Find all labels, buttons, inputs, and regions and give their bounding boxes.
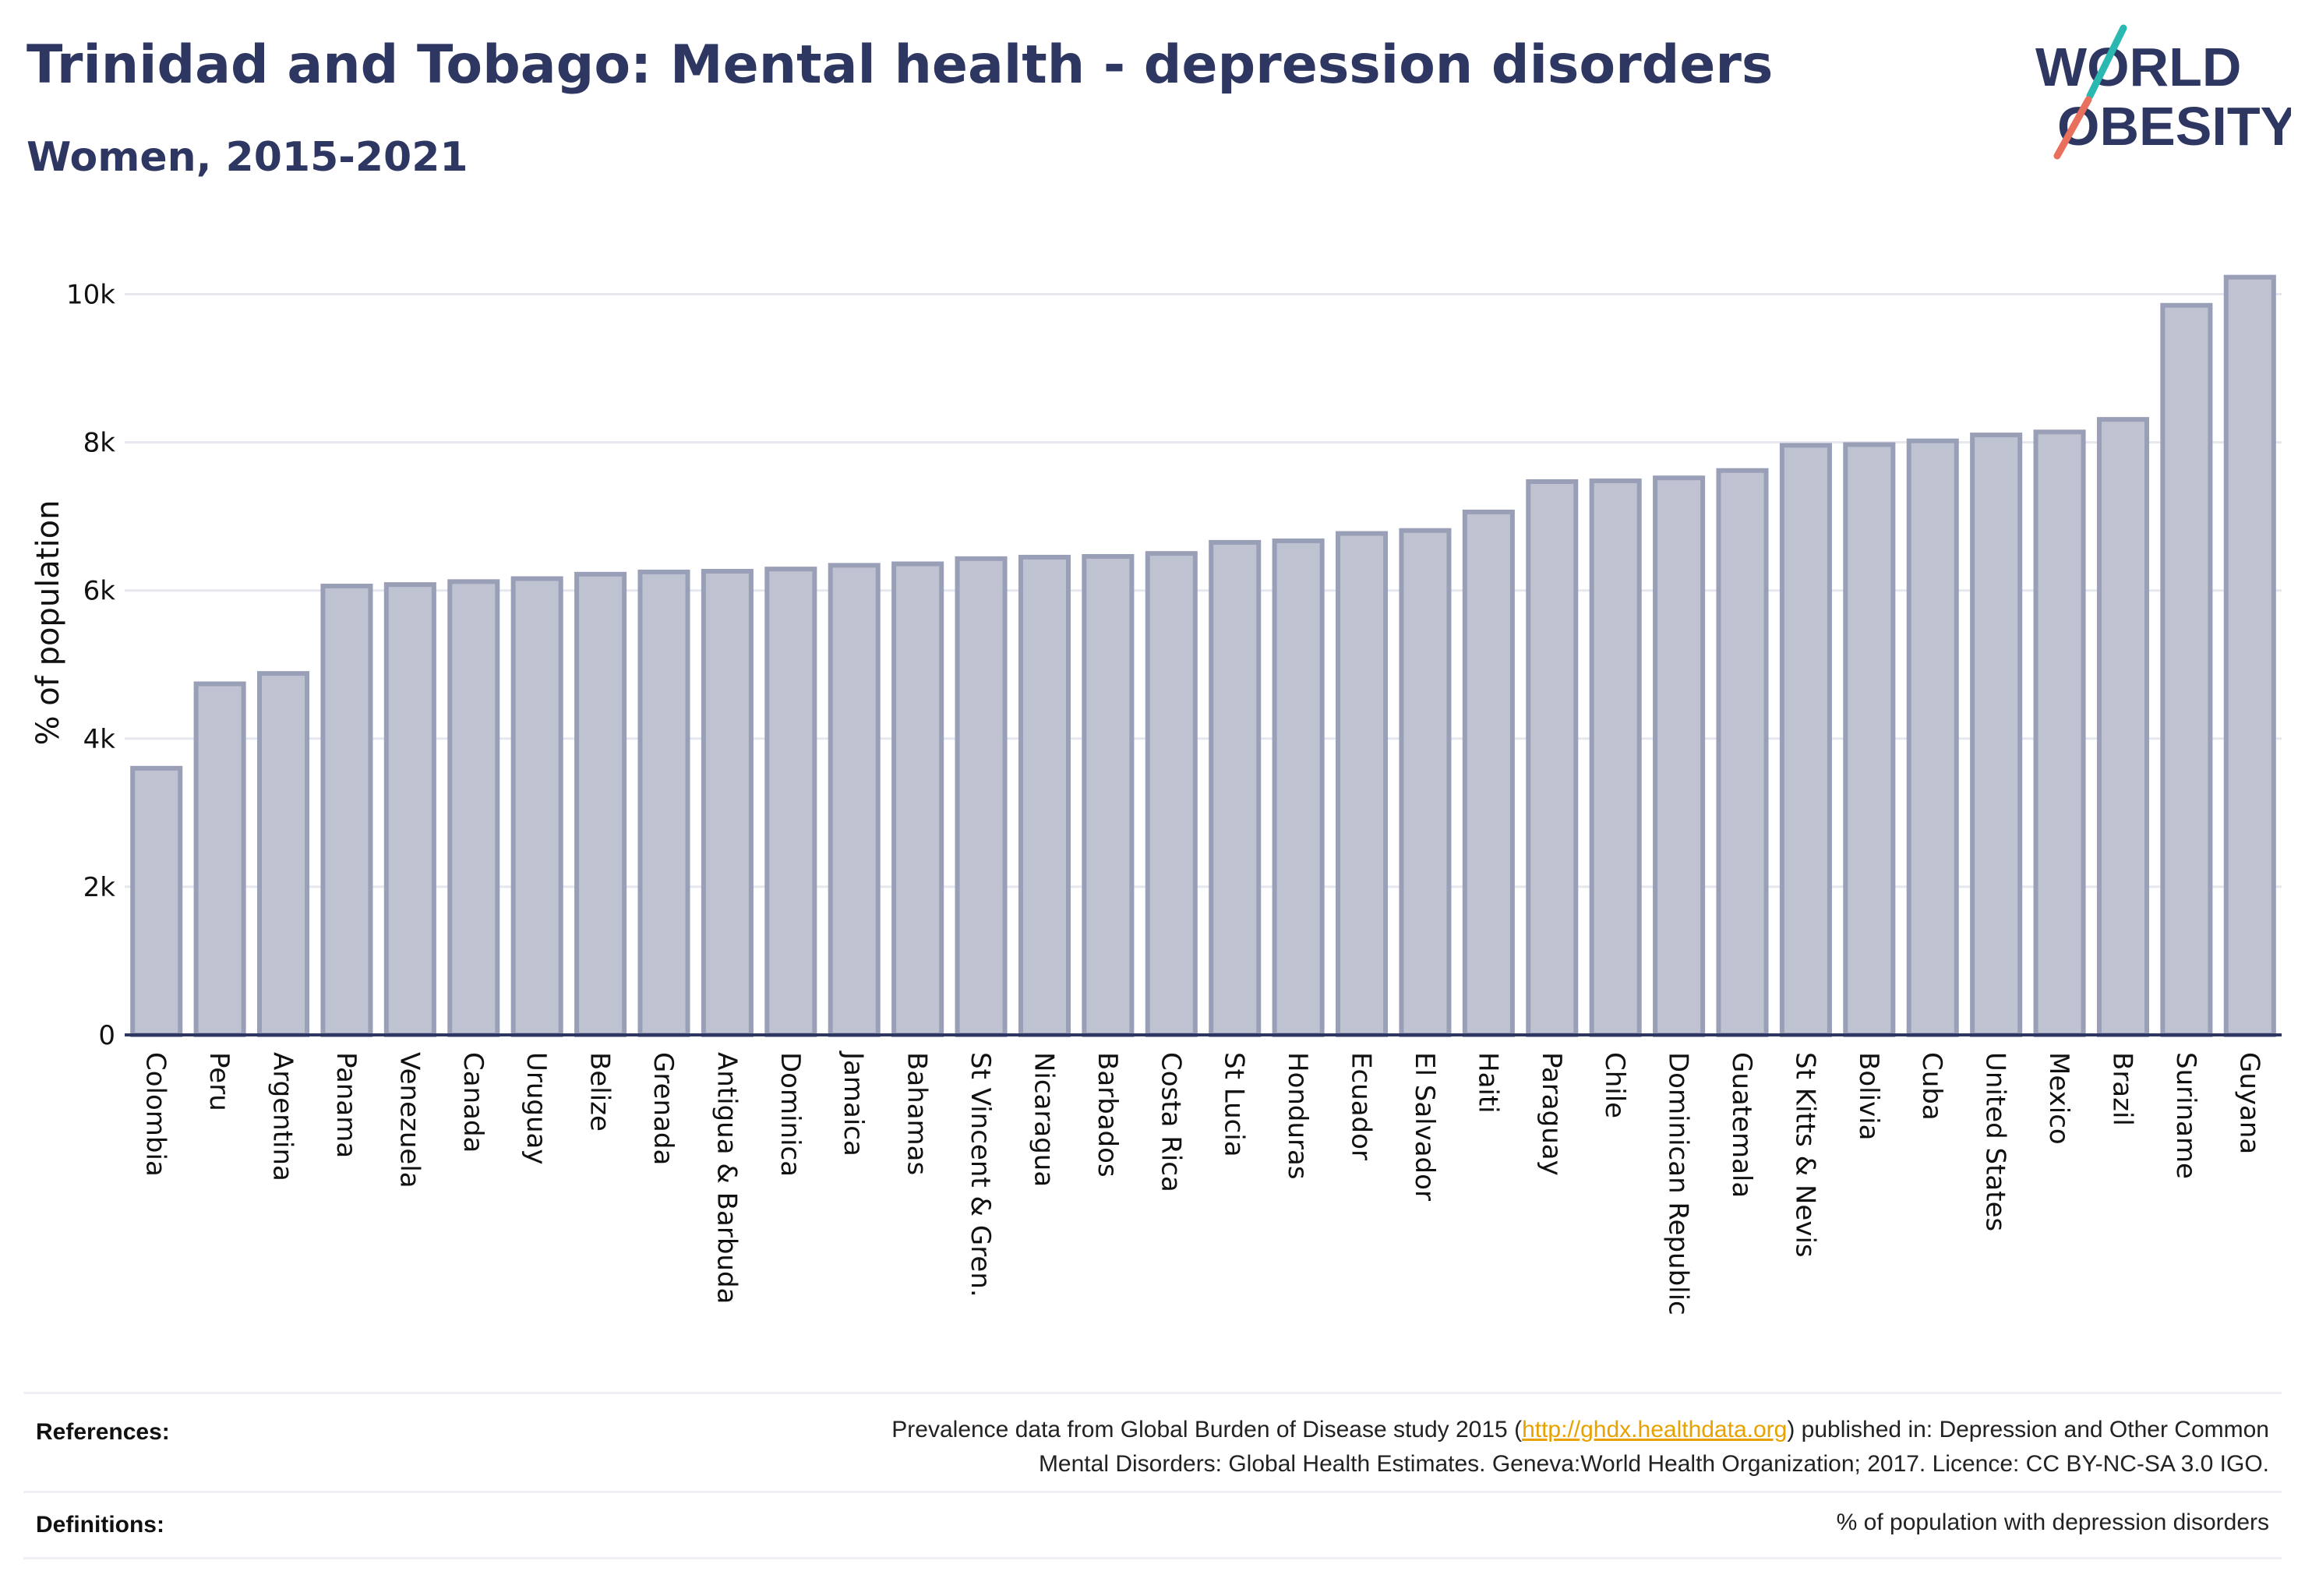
bar[interactable] — [1336, 531, 1389, 1037]
x-tick-label: Bolivia — [1853, 1052, 1884, 1140]
y-tick-label: 10k — [66, 280, 115, 311]
bar[interactable] — [701, 569, 754, 1037]
x-tick-label: Argentina — [267, 1052, 298, 1181]
bar[interactable] — [637, 569, 690, 1037]
bar[interactable] — [1399, 528, 1452, 1037]
definitions-text: % of population with depression disorder… — [1836, 1509, 2269, 1535]
x-tick-label: Mexico — [2043, 1052, 2074, 1145]
bar[interactable] — [574, 571, 627, 1037]
bar[interactable] — [764, 567, 817, 1037]
x-tick-label: Antigua & Barbuda — [711, 1052, 742, 1304]
bar[interactable] — [130, 765, 183, 1037]
bar[interactable] — [510, 576, 563, 1037]
x-tick-label: Peru — [203, 1052, 235, 1111]
footer: References: Prevalence data from Global … — [23, 1392, 2282, 1561]
page-title: Trinidad and Tobago: Mental health - dep… — [26, 34, 1774, 96]
references-link[interactable]: http://ghdx.healthdata.org — [1522, 1417, 1788, 1442]
bar[interactable] — [1843, 442, 1896, 1037]
x-tick-label: Paraguay — [1536, 1052, 1567, 1176]
x-tick-label: Cuba — [1916, 1052, 1947, 1121]
bar[interactable] — [1082, 553, 1135, 1037]
bar[interactable] — [193, 681, 246, 1038]
bar[interactable] — [383, 582, 436, 1037]
y-tick-label: 0 — [98, 1020, 115, 1051]
bar[interactable] — [320, 584, 373, 1037]
x-tick-label: Dominican Republic — [1663, 1052, 1694, 1315]
x-tick-label: Jamaica — [838, 1050, 869, 1156]
bar[interactable] — [1970, 433, 2023, 1037]
bar[interactable] — [447, 579, 500, 1037]
x-tick-label: Nicaragua — [1028, 1052, 1059, 1187]
bar-chart: 0 2k 4k 6k 8k 10k Colombia Peru Argentina Panama V… — [30, 274, 2282, 1315]
x-tick-label: El Salvador — [1409, 1052, 1440, 1201]
x-tick-label: Colombia — [140, 1052, 171, 1177]
references-post: ) published in: Depression and Other Com… — [1787, 1417, 2269, 1442]
bar[interactable] — [1209, 539, 1262, 1037]
x-tick-label: St Vincent & Gren. — [965, 1052, 996, 1298]
x-tick-label: Bahamas — [902, 1052, 933, 1175]
x-tick-label: St Kitts & Nevis — [1789, 1052, 1820, 1258]
x-tick-label: Guyana — [2233, 1052, 2264, 1154]
references-row: References: Prevalence data from Global … — [23, 1394, 2282, 1493]
logo-slash-teal — [2086, 24, 2127, 100]
x-tick-label: Barbados — [1092, 1052, 1123, 1178]
bar[interactable] — [1462, 509, 1515, 1037]
bar[interactable] — [1145, 551, 1198, 1037]
bar[interactable] — [2033, 429, 2086, 1037]
definitions-label: Definitions: — [36, 1512, 164, 1538]
y-tick-label: 6k — [83, 576, 116, 607]
bar[interactable] — [2096, 417, 2149, 1037]
bar[interactable] — [1526, 478, 1579, 1037]
x-tick-label: Costa Rica — [1155, 1052, 1186, 1192]
bar[interactable] — [1779, 443, 1832, 1037]
x-tick-label: Brazil — [2106, 1052, 2137, 1126]
references-line2: Mental Disorders: Global Health Estimate… — [1038, 1451, 2269, 1477]
bar[interactable] — [1589, 478, 1642, 1037]
world-obesity-logo: WORLD OBESITY — [2035, 24, 2291, 160]
bar[interactable] — [257, 671, 310, 1037]
x-tick-label: Belize — [584, 1052, 616, 1132]
bar[interactable] — [955, 556, 1008, 1037]
page-subtitle: Women, 2015-2021 — [26, 134, 468, 181]
bar[interactable] — [1906, 438, 1959, 1037]
definitions-row: Definitions: % of population with depres… — [23, 1493, 2282, 1559]
bar[interactable] — [2160, 302, 2213, 1037]
logo-line1: WORLD — [2035, 37, 2241, 97]
label-layer: 0 2k 4k 6k 8k 10k Colombia Peru Argentina Panama V… — [30, 280, 2264, 1315]
bar-layer — [130, 274, 2276, 1038]
y-axis-title: % of population — [30, 500, 66, 746]
x-tick-label: Uruguay — [521, 1052, 552, 1165]
bar[interactable] — [828, 563, 881, 1037]
references-label: References: — [36, 1419, 170, 1445]
bar[interactable] — [1018, 554, 1071, 1037]
bar[interactable] — [1272, 538, 1325, 1037]
x-tick-label: Panama — [330, 1052, 362, 1158]
references-pre: Prevalence data from Global Burden of Di… — [891, 1417, 1523, 1442]
x-tick-label: Canada — [457, 1052, 489, 1153]
y-tick-label: 4k — [83, 724, 116, 755]
x-tick-label: Guatemala — [1726, 1052, 1757, 1198]
x-tick-label: Grenada — [648, 1052, 679, 1165]
logo-line2: OBESITY — [2057, 96, 2291, 157]
x-tick-label: Honduras — [1282, 1052, 1313, 1180]
x-tick-label: Venezuela — [394, 1052, 425, 1188]
y-tick-label: 8k — [83, 428, 116, 459]
references-text: Prevalence data from Global Burden of Di… — [891, 1413, 2269, 1481]
x-tick-label: Suriname — [2170, 1052, 2201, 1179]
bar[interactable] — [891, 561, 944, 1037]
x-tick-label: Chile — [1599, 1052, 1630, 1118]
x-tick-label: Dominica — [775, 1052, 806, 1177]
x-tick-label: United States — [1980, 1052, 2011, 1231]
x-tick-label: St Lucia — [1219, 1052, 1250, 1157]
x-tick-label: Ecuador — [1346, 1052, 1377, 1160]
y-tick-label: 2k — [83, 872, 116, 903]
bar[interactable] — [2223, 274, 2276, 1038]
bar[interactable] — [1653, 475, 1706, 1037]
bar[interactable] — [1716, 468, 1769, 1037]
logo-slash-coral — [2053, 96, 2092, 160]
x-tick-label: Haiti — [1472, 1052, 1503, 1114]
